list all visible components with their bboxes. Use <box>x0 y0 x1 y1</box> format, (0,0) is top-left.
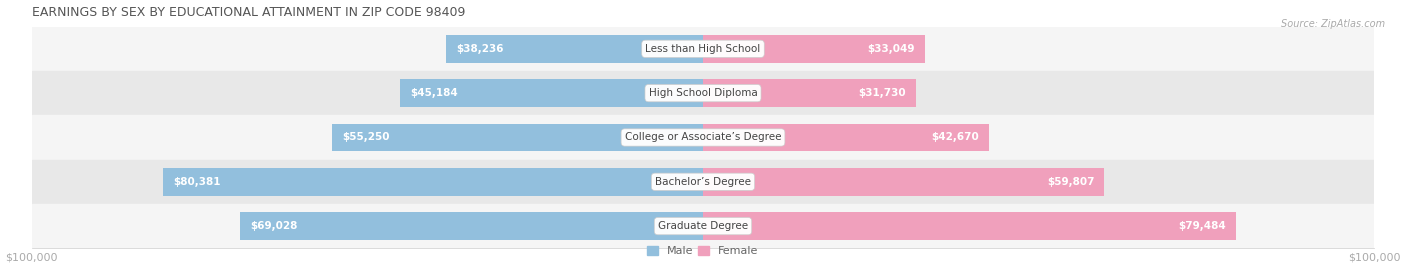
Bar <box>446 35 703 62</box>
Bar <box>703 212 1236 240</box>
Bar <box>32 160 1374 204</box>
Text: EARNINGS BY SEX BY EDUCATIONAL ATTAINMENT IN ZIP CODE 98409: EARNINGS BY SEX BY EDUCATIONAL ATTAINMEN… <box>32 6 465 18</box>
Bar <box>32 204 1374 248</box>
Text: Graduate Degree: Graduate Degree <box>658 221 748 231</box>
Bar <box>703 168 1105 196</box>
Bar <box>163 168 703 196</box>
Text: $38,236: $38,236 <box>457 44 503 54</box>
Legend: Male, Female: Male, Female <box>643 241 763 260</box>
Bar <box>399 79 703 107</box>
Text: $31,730: $31,730 <box>858 88 905 98</box>
Text: $45,184: $45,184 <box>409 88 457 98</box>
Bar <box>703 35 925 62</box>
Text: $55,250: $55,250 <box>342 132 389 143</box>
Text: Source: ZipAtlas.com: Source: ZipAtlas.com <box>1281 19 1385 29</box>
Text: $79,484: $79,484 <box>1178 221 1226 231</box>
Bar <box>32 115 1374 160</box>
Text: College or Associate’s Degree: College or Associate’s Degree <box>624 132 782 143</box>
Text: Less than High School: Less than High School <box>645 44 761 54</box>
Text: High School Diploma: High School Diploma <box>648 88 758 98</box>
Text: $59,807: $59,807 <box>1047 177 1094 187</box>
Text: $69,028: $69,028 <box>250 221 297 231</box>
Bar <box>32 71 1374 115</box>
Text: Bachelor’s Degree: Bachelor’s Degree <box>655 177 751 187</box>
Text: $80,381: $80,381 <box>173 177 221 187</box>
Text: $33,049: $33,049 <box>868 44 915 54</box>
Bar <box>332 124 703 151</box>
Bar <box>703 79 915 107</box>
Bar <box>703 124 990 151</box>
Bar <box>239 212 703 240</box>
Bar <box>32 27 1374 71</box>
Text: $42,670: $42,670 <box>932 132 980 143</box>
